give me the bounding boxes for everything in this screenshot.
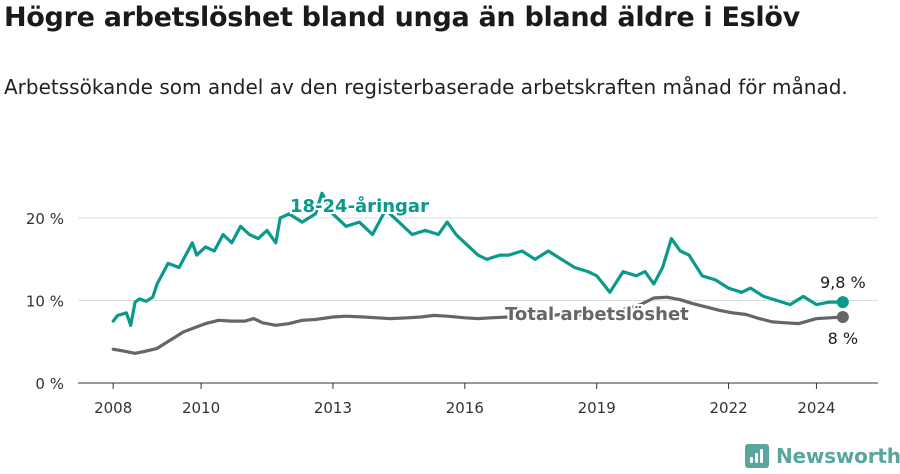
series-name-youth: 18-24-åringar xyxy=(290,195,429,217)
y-tick-label: 0 % xyxy=(35,375,64,393)
series-line xyxy=(111,295,845,355)
x-tick-label: 2016 xyxy=(446,399,484,417)
x-tick-label: 2008 xyxy=(94,399,132,417)
end-value-total: 8 % xyxy=(828,329,858,348)
bar-chart-logo-icon xyxy=(745,444,769,468)
x-tick-label: 2010 xyxy=(182,399,220,417)
series-lines xyxy=(111,191,849,355)
gridlines xyxy=(78,217,878,301)
chart-title: Högre arbetslöshet bland unga än bland ä… xyxy=(4,2,800,33)
series-line xyxy=(111,191,845,327)
chart-subtitle: Arbetssökande som andel av den registerb… xyxy=(4,75,848,99)
y-axis-ticks: 0 % 10 % 20 % xyxy=(26,210,64,393)
x-tick-label: 2022 xyxy=(709,399,747,417)
brand-name: Newsworthy xyxy=(776,444,900,468)
end-point xyxy=(836,311,849,323)
end-value-youth: 9,8 % xyxy=(820,273,866,292)
y-tick-label: 20 % xyxy=(26,210,64,228)
y-tick-label: 10 % xyxy=(26,293,64,311)
newsworthy-logo: Newsworthy xyxy=(745,444,900,468)
series-labels: 18-24-åringar Total arbetslöshet 9,8 % 8 % xyxy=(288,193,866,348)
series-name-total: Total arbetslöshet xyxy=(505,304,689,325)
x-axis: 2008 2010 2013 2016 2019 2022 2024 xyxy=(78,382,878,417)
x-tick-label: 2024 xyxy=(797,399,835,417)
x-tick-label: 2019 xyxy=(578,399,616,417)
end-point xyxy=(836,296,849,309)
x-tick-label: 2013 xyxy=(314,399,352,417)
